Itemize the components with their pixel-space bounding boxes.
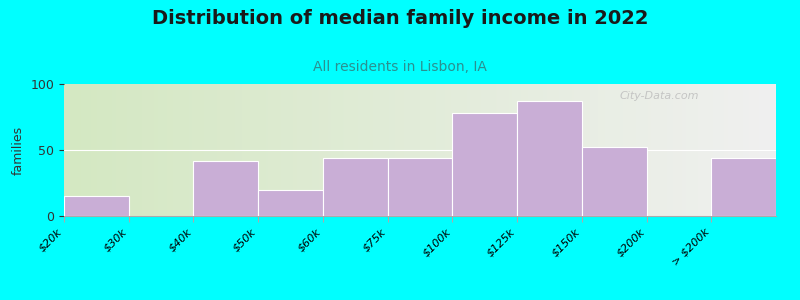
Bar bbox=[582, 147, 646, 216]
Bar bbox=[711, 158, 776, 216]
Bar bbox=[452, 113, 517, 216]
Bar bbox=[194, 160, 258, 216]
Bar bbox=[388, 158, 452, 216]
Bar bbox=[323, 158, 388, 216]
Bar bbox=[64, 196, 129, 216]
Text: All residents in Lisbon, IA: All residents in Lisbon, IA bbox=[313, 60, 487, 74]
Y-axis label: families: families bbox=[12, 125, 25, 175]
Bar bbox=[517, 101, 582, 216]
Text: Distribution of median family income in 2022: Distribution of median family income in … bbox=[152, 9, 648, 28]
Text: City-Data.com: City-Data.com bbox=[619, 91, 699, 100]
Bar bbox=[258, 190, 323, 216]
